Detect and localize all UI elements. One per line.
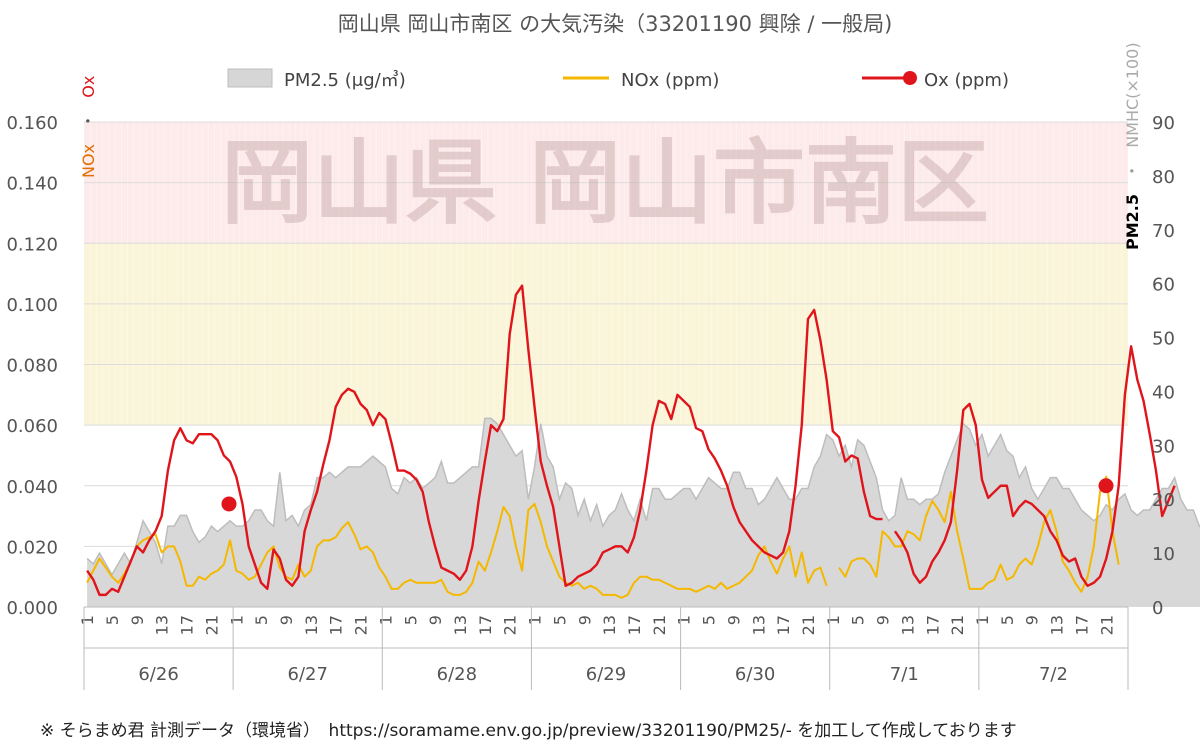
- hour-tick-label: 9: [1023, 615, 1042, 625]
- hour-tick-label: 5: [849, 615, 868, 625]
- right-axis-tick-label: 20: [1152, 490, 1175, 511]
- hour-tick-label: 21: [1097, 615, 1116, 635]
- hour-tick-label: 21: [352, 615, 371, 635]
- hour-tick-label: 13: [600, 615, 619, 635]
- day-label: 6/26: [138, 664, 178, 685]
- right-axis-tick-label: 30: [1152, 436, 1175, 457]
- left-axis-label-ox: Ox: [79, 76, 98, 98]
- hour-tick-label: 13: [1048, 615, 1067, 635]
- right-axis-tick-label: 80: [1152, 167, 1175, 188]
- right-axis-tick-label: 40: [1152, 382, 1175, 403]
- right-axis-tick-label: 10: [1152, 544, 1175, 565]
- hour-tick-label: 9: [426, 615, 445, 625]
- hour-tick-label: 13: [153, 615, 172, 635]
- hour-tick-label: 21: [948, 615, 967, 635]
- hour-tick-label: 1: [526, 615, 545, 625]
- hour-tick-label: 21: [202, 615, 221, 635]
- watermark-text: 岡山県 岡山市南区: [221, 130, 989, 237]
- left-axis-tick-label: 0.160: [6, 113, 58, 134]
- right-axis-tick-label: 60: [1152, 275, 1175, 296]
- hour-tick-label: 13: [749, 615, 768, 635]
- left-axis-tick-label: 0.100: [6, 295, 58, 316]
- nox-line: [86, 475, 1120, 599]
- left-axis-tick-label: 0.020: [6, 537, 58, 558]
- right-axis-tick-label: 50: [1152, 329, 1175, 350]
- ox-marker: [221, 496, 237, 512]
- day-label: 7/1: [890, 664, 919, 685]
- left-axis-ticks: 0.000 0.020 0.040 0.060 0.080 0.100 0.120 0.140…: [6, 113, 58, 619]
- left-axis-tick-label: 0.120: [6, 234, 58, 255]
- left-axis-label-nox: NOx: [79, 144, 98, 178]
- day-label: 6/29: [586, 664, 626, 685]
- hour-tick-label: 17: [1072, 615, 1091, 635]
- hour-tick-label: 17: [625, 615, 644, 635]
- left-axis-tick-label: 0.060: [6, 416, 58, 437]
- hour-tick-label: 17: [923, 615, 942, 635]
- right-axis-ticks: 0 10 20 30 40 50 60 70 80 90: [1152, 113, 1175, 619]
- left-axis-tick-label: 0.080: [6, 356, 58, 377]
- hour-tick-label: 9: [277, 615, 296, 625]
- source-footnote: ※ そらまめ君 計測データ（環境省） https://soramame.env.…: [40, 721, 1017, 741]
- hour-tick-label: 9: [874, 615, 893, 625]
- right-axis-label-nmhc: NMHC(×100): [1123, 42, 1142, 147]
- x-axis: 1 5 9 13 17 216/261 5 9 13 17 216/271 5 9 13 17 216/281…: [78, 606, 1129, 690]
- hour-tick-label: 5: [103, 615, 122, 625]
- legend-pm25-label: PM2.5 (μg/㎥): [284, 70, 406, 91]
- hour-tick-label: 1: [973, 615, 992, 625]
- pm25-outline: [86, 417, 1200, 577]
- right-axis-label-sep: ・: [1123, 163, 1142, 179]
- hour-tick-label: 17: [178, 615, 197, 635]
- legend-ox-marker: [903, 71, 917, 85]
- day-label: 7/2: [1039, 664, 1068, 685]
- left-axis-label-sep: ・: [79, 113, 98, 129]
- right-axis-tick-label: 70: [1152, 221, 1175, 242]
- right-axis-tick-label: 0: [1152, 598, 1163, 619]
- pm25-series: [86, 417, 1200, 607]
- hour-tick-label: 17: [476, 615, 495, 635]
- right-axis-tick-label: 90: [1152, 113, 1175, 134]
- nox-series: [86, 475, 1120, 599]
- hour-tick-label: 1: [376, 615, 395, 625]
- left-axis-tick-label: 0.040: [6, 477, 58, 498]
- hour-tick-label: 17: [327, 615, 346, 635]
- ox-line: [86, 284, 1176, 597]
- hour-tick-label: 5: [998, 615, 1017, 625]
- hour-tick-label: 17: [774, 615, 793, 635]
- left-axis-tick-label: 0.140: [6, 174, 58, 195]
- legend: PM2.5 (μg/㎥) NOx (ppm) Ox (ppm): [227, 68, 1009, 91]
- hour-tick-label: 13: [898, 615, 917, 635]
- hour-tick-label: 9: [575, 615, 594, 625]
- hour-tick-label: 5: [252, 615, 271, 625]
- ox-series: [86, 284, 1176, 597]
- hour-tick-label: 9: [724, 615, 743, 625]
- left-axis-label: NOx ・ Ox: [79, 76, 98, 178]
- hour-tick-label: 9: [128, 615, 147, 625]
- hour-tick-label: 5: [550, 615, 569, 625]
- hour-tick-label: 13: [302, 615, 321, 635]
- day-label: 6/28: [437, 664, 477, 685]
- day-label: 6/30: [735, 664, 775, 685]
- chart-title: 岡山県 岡山市南区 の大気汚染（33201190 興除 / 一般局): [338, 12, 893, 36]
- hour-tick-label: 1: [824, 615, 843, 625]
- hour-tick-label: 1: [675, 615, 694, 625]
- hour-tick-label: 21: [799, 615, 818, 635]
- legend-nox-label: NOx (ppm): [621, 70, 719, 91]
- hour-tick-label: 21: [501, 615, 520, 635]
- hour-tick-label: 5: [700, 615, 719, 625]
- day-label: 6/27: [288, 664, 328, 685]
- hour-tick-label: 1: [227, 615, 246, 625]
- left-axis-tick-label: 0.000: [6, 598, 58, 619]
- hour-tick-label: 1: [78, 615, 97, 625]
- hour-tick-label: 21: [650, 615, 669, 635]
- right-axis-label-pm25: PM2.5: [1123, 194, 1142, 250]
- legend-pm25-swatch: [227, 68, 273, 88]
- legend-ox-label: Ox (ppm): [924, 70, 1009, 91]
- hour-tick-label: 13: [451, 615, 470, 635]
- right-axis-label: PM2.5 ・ NMHC(×100): [1123, 42, 1142, 250]
- hour-tick-label: 5: [401, 615, 420, 625]
- ox-marker: [1098, 478, 1114, 494]
